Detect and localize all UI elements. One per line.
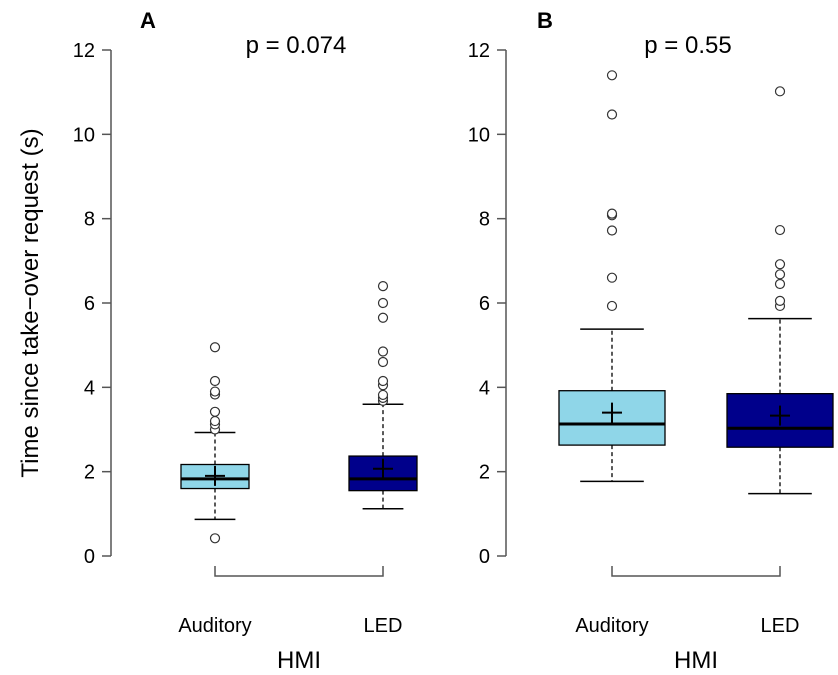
outlier-point (209, 386, 221, 397)
outlier-point (606, 225, 618, 236)
p-value-annotation: p = 0.074 (246, 32, 347, 59)
outlier-point (606, 272, 618, 283)
x-category-label: Auditory (575, 615, 648, 637)
y-tick-label: 0 (84, 546, 95, 568)
outlier-point (774, 295, 786, 306)
outlier-point (377, 346, 389, 357)
y-tick-label: 2 (84, 462, 95, 484)
y-tick-label: 12 (73, 40, 95, 62)
outlier-point (377, 297, 389, 309)
y-tick-label: 4 (84, 377, 95, 399)
outlier-point (774, 224, 786, 236)
y-tick-label: 0 (479, 546, 490, 568)
outlier-point (606, 70, 618, 81)
outlier-point (209, 342, 221, 353)
outlier-point (606, 300, 618, 312)
outlier-point (774, 86, 786, 97)
y-tick-label: 6 (479, 293, 490, 315)
outlier-point (377, 312, 389, 323)
y-tick-label: 10 (468, 124, 490, 146)
outlier-point (209, 533, 221, 544)
panel-letter: B (537, 8, 553, 33)
y-tick-label: 4 (479, 377, 490, 399)
outlier-point (606, 208, 618, 219)
x-axis-bracket (611, 566, 781, 577)
outlier-point (606, 109, 618, 120)
y-tick-label: 6 (84, 293, 95, 315)
x-category-label: Auditory (178, 615, 251, 637)
outlier-point (774, 278, 786, 290)
y-tick-label: 8 (479, 209, 490, 231)
outlier-point (377, 356, 389, 368)
x-axis-label: HMI (674, 647, 718, 674)
y-tick-label: 8 (84, 209, 95, 231)
panel-letter: A (140, 8, 156, 33)
p-value-annotation: p = 0.55 (644, 32, 731, 59)
outlier-point (209, 406, 221, 417)
outlier-point (209, 375, 221, 387)
y-tick-label: 10 (73, 124, 95, 146)
outlier-point (774, 259, 786, 270)
outlier-point (774, 269, 786, 280)
outlier-point (377, 389, 389, 401)
x-category-label: LED (761, 615, 800, 637)
x-axis-bracket (214, 566, 384, 577)
outlier-point (377, 281, 389, 292)
y-tick-label: 2 (479, 462, 490, 484)
x-category-label: LED (364, 615, 403, 637)
y-axis-label: Time since take−over request (s) (17, 128, 44, 477)
x-axis-label: HMI (277, 647, 321, 674)
outlier-point (377, 375, 389, 387)
outlier-point (209, 415, 221, 427)
y-tick-label: 12 (468, 40, 490, 62)
